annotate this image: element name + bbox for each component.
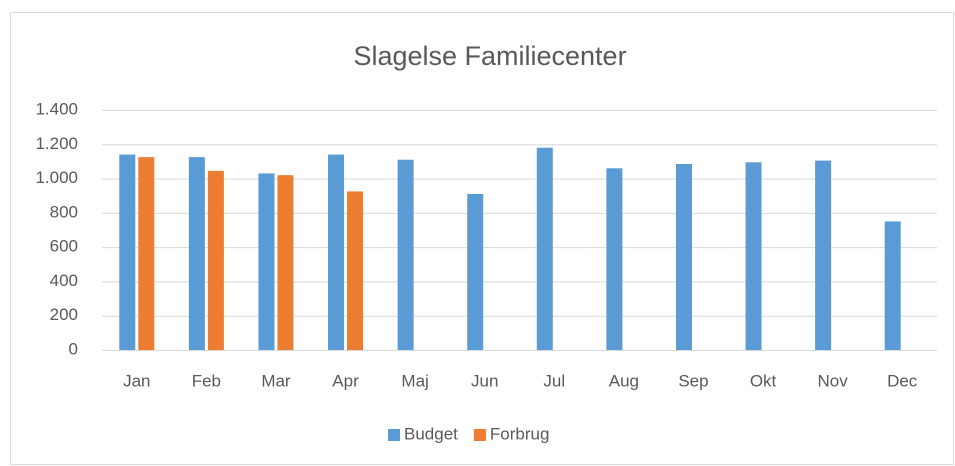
x-tick-label: Apr bbox=[332, 371, 359, 390]
bar bbox=[188, 157, 205, 350]
bar bbox=[347, 191, 364, 350]
bar bbox=[119, 154, 136, 350]
y-tick-label: 1.000 bbox=[35, 168, 78, 187]
bar bbox=[467, 194, 484, 350]
bar bbox=[675, 164, 692, 350]
bar bbox=[277, 175, 294, 350]
x-tick-label: Jul bbox=[543, 371, 565, 390]
legend-label: Forbrug bbox=[490, 424, 550, 443]
bar bbox=[397, 159, 414, 350]
chart-title: Slagelse Familiecenter bbox=[353, 41, 626, 71]
bar bbox=[328, 154, 345, 350]
x-tick-label: Feb bbox=[192, 371, 221, 390]
x-tick-label: Nov bbox=[818, 371, 849, 390]
y-tick-label: 400 bbox=[50, 271, 78, 290]
x-tick-label: Sep bbox=[678, 371, 708, 390]
bar bbox=[884, 221, 901, 350]
x-tick-label: Mar bbox=[261, 371, 291, 390]
bar bbox=[745, 162, 762, 350]
bar bbox=[258, 173, 275, 350]
y-tick-label: 1.400 bbox=[35, 99, 78, 118]
bar bbox=[138, 157, 155, 350]
legend-swatch bbox=[388, 429, 400, 441]
x-tick-label: Maj bbox=[401, 371, 428, 390]
bar bbox=[536, 147, 553, 350]
y-tick-label: 800 bbox=[50, 202, 78, 221]
bar bbox=[207, 170, 224, 350]
x-tick-label: Aug bbox=[609, 371, 639, 390]
legend-label: Budget bbox=[404, 424, 458, 443]
x-tick-label: Okt bbox=[750, 371, 777, 390]
x-tick-label: Jan bbox=[123, 371, 150, 390]
y-tick-label: 1.200 bbox=[35, 134, 78, 153]
legend-swatch bbox=[473, 429, 486, 441]
y-tick-label: 200 bbox=[50, 305, 78, 324]
x-tick-label: Dec bbox=[887, 371, 918, 390]
bar bbox=[606, 168, 623, 350]
y-tick-label: 0 bbox=[69, 339, 78, 358]
x-tick-label: Jun bbox=[471, 371, 498, 390]
bar bbox=[815, 160, 832, 350]
y-tick-label: 600 bbox=[50, 237, 78, 256]
